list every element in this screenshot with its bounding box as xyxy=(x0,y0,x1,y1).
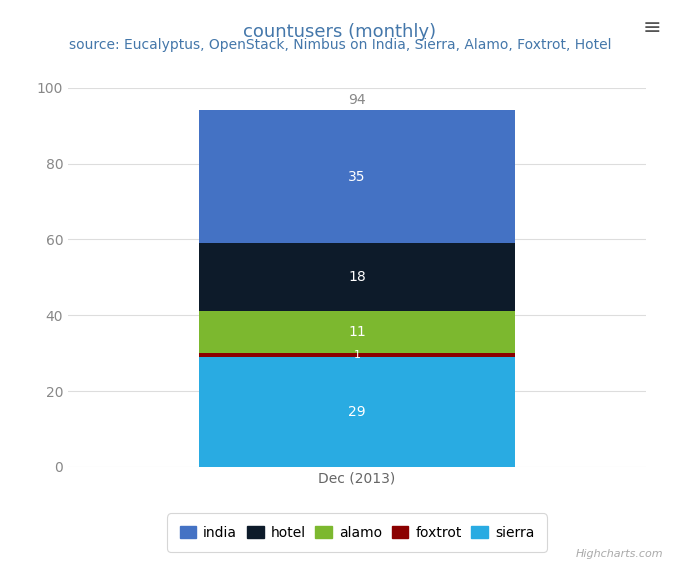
Text: 1: 1 xyxy=(354,350,360,360)
Bar xyxy=(199,243,515,311)
Text: 35: 35 xyxy=(348,170,366,184)
Bar xyxy=(199,357,515,467)
Bar xyxy=(199,311,515,353)
Text: countusers (monthly): countusers (monthly) xyxy=(243,23,437,41)
Text: 94: 94 xyxy=(348,93,366,108)
Text: 18: 18 xyxy=(348,271,366,284)
Bar xyxy=(199,353,515,357)
Text: source: Eucalyptus, OpenStack, Nimbus on India, Sierra, Alamo, Foxtrot, Hotel: source: Eucalyptus, OpenStack, Nimbus on… xyxy=(69,38,611,53)
Text: ≡: ≡ xyxy=(643,18,661,38)
Text: Highcharts.com: Highcharts.com xyxy=(575,549,663,559)
Bar xyxy=(199,110,515,243)
Text: 11: 11 xyxy=(348,325,366,340)
Text: 29: 29 xyxy=(348,405,366,419)
Legend: india, hotel, alamo, foxtrot, sierra: india, hotel, alamo, foxtrot, sierra xyxy=(171,517,543,548)
